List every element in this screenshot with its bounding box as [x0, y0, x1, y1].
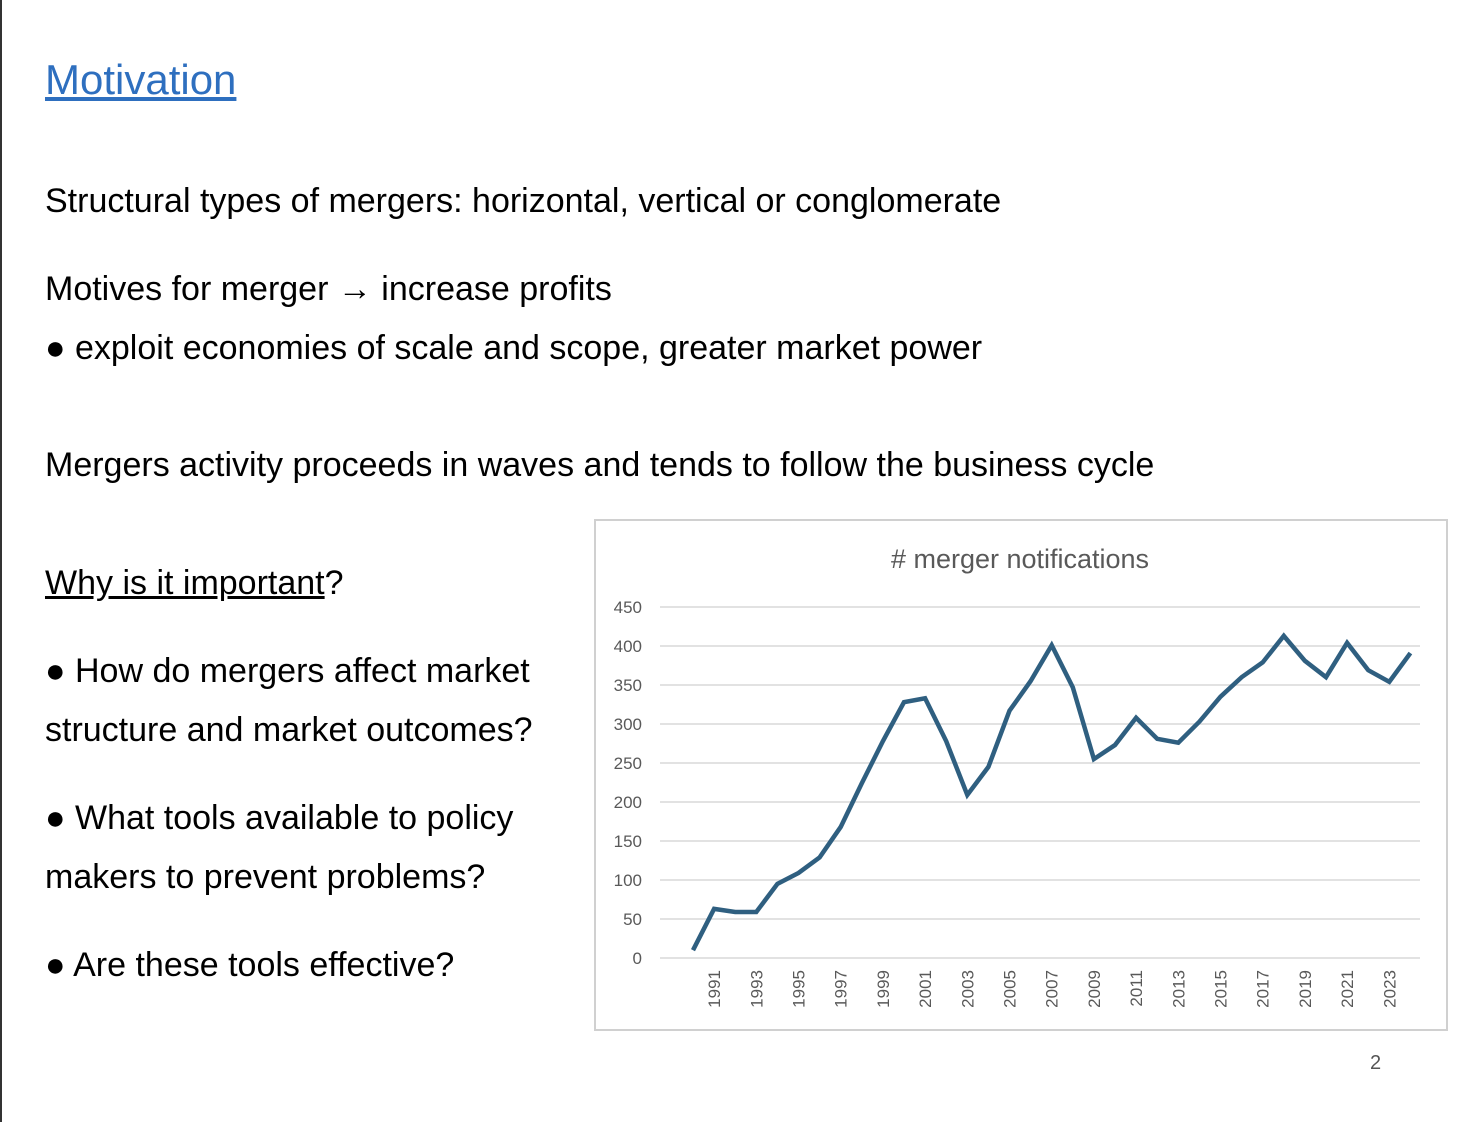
bullet: ● What tools available to policy — [45, 799, 514, 837]
bullet: ● How do mergers affect market — [45, 652, 530, 690]
x-tick-label: 1995 — [790, 970, 809, 1008]
slide-title: Motivation — [45, 56, 237, 103]
x-tick-label: 1991 — [705, 970, 724, 1008]
y-tick-label: 350 — [614, 676, 642, 695]
bullet: ● exploit economies of scale and scope, … — [45, 329, 983, 367]
x-tick-label: 2009 — [1085, 970, 1104, 1008]
x-tick-label: 1999 — [874, 970, 893, 1008]
y-tick-label: 50 — [623, 910, 642, 929]
x-tick-label: 2007 — [1043, 970, 1062, 1008]
page-number: 2 — [1370, 1052, 1382, 1074]
left-border — [0, 0, 2, 1122]
y-tick-label: 150 — [614, 832, 642, 851]
text-line: Motives for merger → increase profits — [45, 270, 612, 308]
text-line: makers to prevent problems? — [45, 858, 486, 896]
x-tick-label: 2005 — [1001, 970, 1020, 1008]
x-tick-label: 2017 — [1254, 970, 1273, 1008]
heading-underlined: Why is it important — [45, 564, 325, 602]
x-tick-label: 2003 — [958, 970, 977, 1008]
x-tick-label: 2001 — [916, 970, 935, 1008]
y-tick-label: 250 — [614, 754, 642, 773]
heading-rest: ? — [324, 564, 344, 602]
x-tick-label: 2023 — [1380, 970, 1399, 1008]
y-tick-label: 300 — [614, 715, 642, 734]
y-tick-label: 450 — [614, 598, 642, 617]
chart-title: # merger notifications — [891, 544, 1149, 574]
y-tick-label: 400 — [614, 637, 642, 656]
y-tick-label: 0 — [633, 949, 642, 968]
text-line: structure and market outcomes? — [45, 711, 533, 749]
text-line: Mergers activity proceeds in waves and t… — [45, 446, 1155, 484]
y-tick-label: 100 — [614, 871, 642, 890]
chart-frame — [594, 519, 1448, 1031]
x-tick-label: 2011 — [1127, 970, 1146, 1007]
x-tick-label: 1997 — [832, 970, 851, 1008]
x-tick-label: 2013 — [1169, 970, 1188, 1008]
text-line: Structural types of mergers: horizontal,… — [45, 182, 1002, 220]
bullet: ● Are these tools effective? — [45, 946, 455, 984]
x-tick-label: 1993 — [747, 970, 766, 1008]
heading: Why is it important? — [45, 564, 344, 603]
data-line — [690, 632, 1413, 952]
x-tick-label: 2019 — [1296, 970, 1315, 1008]
x-tick-label: 2015 — [1212, 970, 1231, 1008]
y-tick-label: 200 — [614, 793, 642, 812]
x-tick-label: 2021 — [1338, 970, 1357, 1008]
